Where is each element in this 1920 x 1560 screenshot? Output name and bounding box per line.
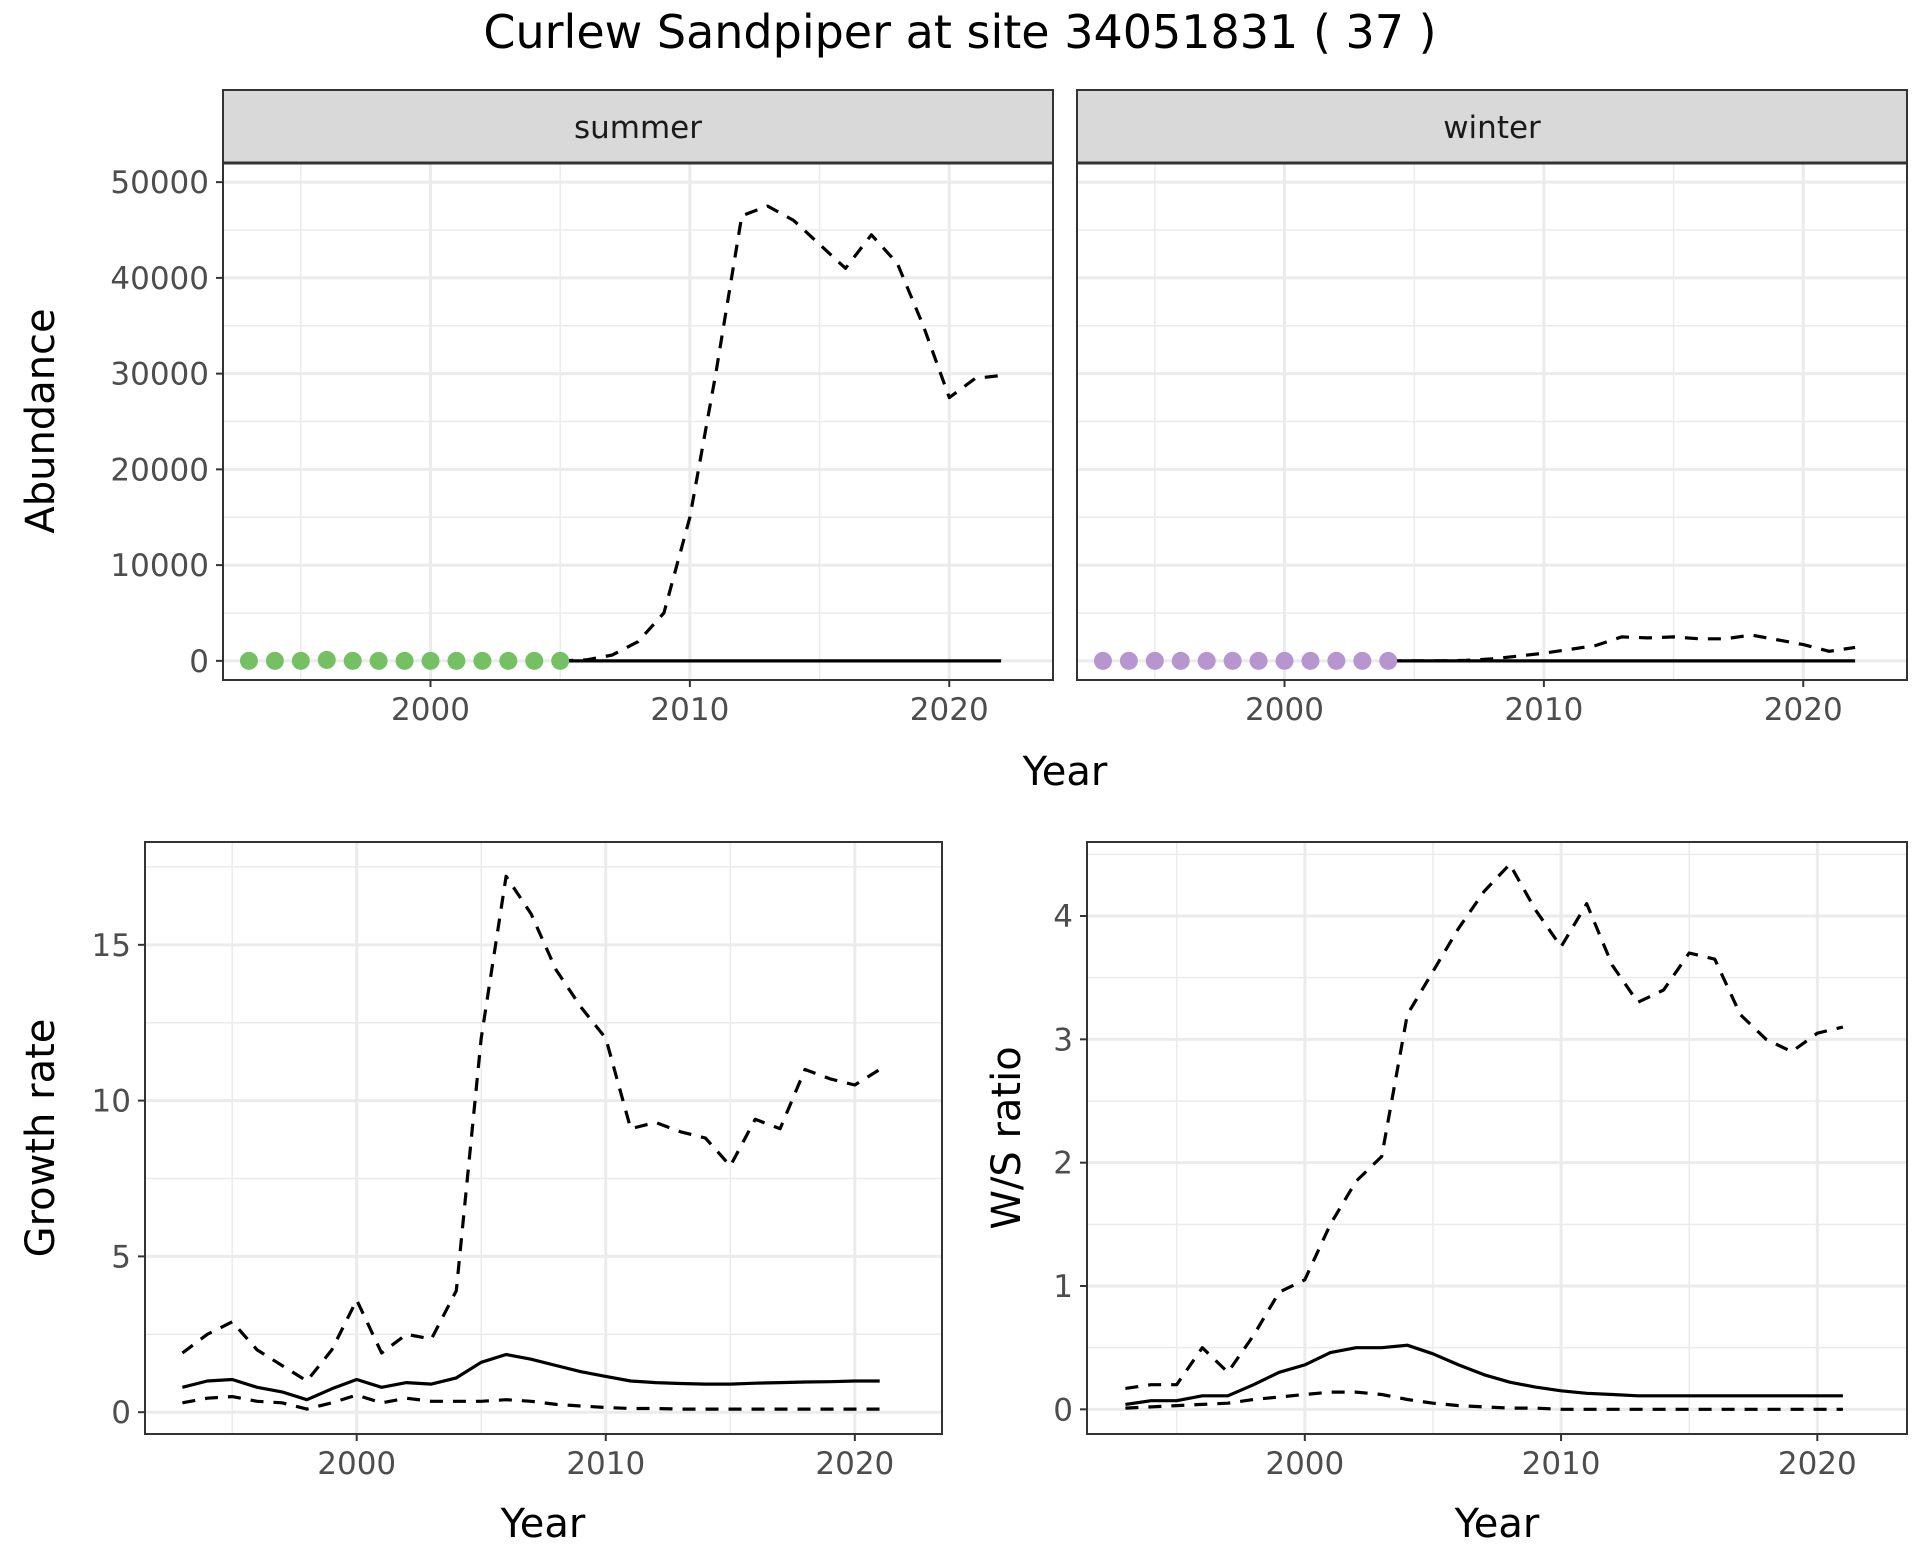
x-tick-label: 2010 — [1504, 692, 1583, 728]
data-point — [1327, 651, 1346, 670]
y-tick-label: 3 — [1053, 1022, 1073, 1058]
facet-summer: summer 2000 2010 2020 0 10000 20000 30000 40000 5… — [110, 89, 1054, 728]
data-point — [1223, 651, 1242, 670]
solid-series-line — [182, 1352, 880, 1402]
x-tick-label: 2000 — [1245, 692, 1324, 728]
facet-strip-label: summer — [574, 110, 702, 146]
x-tick-label: 2010 — [1522, 1446, 1601, 1482]
dashed-series-line — [560, 204, 1002, 663]
x-axis-label: Year — [1022, 749, 1108, 795]
data-point — [499, 651, 518, 670]
x-axis-label: Year — [500, 1501, 586, 1547]
y-axis-label: Abundance — [18, 308, 64, 533]
dashed-series-line — [181, 874, 881, 1383]
y-tick-label: 15 — [92, 928, 131, 964]
figure-title: Curlew Sandpiper at site 34051831 ( 37 ) — [483, 5, 1436, 59]
data-point — [1171, 651, 1190, 670]
x-tick-label: 2020 — [1778, 1446, 1857, 1482]
x-tick-label: 2020 — [815, 1446, 894, 1482]
y-tick-label: 0 — [111, 1395, 131, 1431]
data-point — [421, 651, 440, 670]
data-point — [317, 650, 336, 669]
data-point — [1301, 651, 1320, 670]
dashed-series-line — [1125, 1390, 1843, 1411]
x-tick-label: 2020 — [910, 692, 989, 728]
x-tick-label: 2000 — [1265, 1446, 1344, 1482]
y-tick-label: 5 — [111, 1239, 131, 1275]
y-tick-label: 50000 — [110, 165, 209, 201]
y-axis-label: Growth rate — [18, 1019, 64, 1258]
y-tick-label: 10000 — [110, 548, 209, 584]
data-point — [1093, 651, 1112, 670]
dashed-series-line — [1125, 862, 1844, 1390]
y-tick-label: 30000 — [110, 357, 209, 393]
abundance-panel: summer 2000 2010 2020 0 10000 20000 30000 40000 5… — [18, 89, 1908, 795]
growth-rate-panel: 2000 2010 2020 0 5 10 15 Year Growth rate — [18, 841, 943, 1547]
y-axis-label: W/S ratio — [984, 1046, 1030, 1229]
data-point — [1379, 651, 1398, 670]
data-point — [1197, 651, 1216, 670]
panel-border — [144, 841, 943, 1435]
data-point — [1249, 651, 1268, 670]
facet-strip-label: winter — [1443, 110, 1541, 146]
data-point — [447, 651, 466, 670]
y-tick-label: 10 — [92, 1084, 131, 1120]
data-point — [551, 651, 570, 670]
dashed-series-line — [182, 1393, 880, 1411]
y-tick-label: 0 — [1053, 1392, 1073, 1428]
x-tick-label: 2020 — [1764, 692, 1843, 728]
data-point — [1353, 651, 1372, 670]
y-tick-label: 0 — [189, 644, 209, 680]
y-tick-label: 20000 — [110, 452, 209, 488]
ws-ratio-panel: 2000 2010 2020 0 1 2 3 4 Year W/S ratio — [984, 841, 1908, 1547]
data-point — [343, 651, 362, 670]
data-point — [1275, 651, 1294, 670]
data-point — [525, 651, 544, 670]
data-point — [369, 651, 388, 670]
facet-winter: winter 2000 2010 2020 — [1076, 89, 1908, 728]
data-point — [473, 651, 492, 670]
solid-series-line — [1125, 1343, 1843, 1406]
x-axis-label: Year — [1454, 1501, 1540, 1547]
y-tick-label: 1 — [1053, 1269, 1073, 1305]
y-tick-label: 2 — [1053, 1146, 1073, 1182]
x-tick-label: 2010 — [566, 1446, 645, 1482]
data-point — [239, 651, 258, 670]
data-point — [1145, 651, 1164, 670]
data-point — [291, 651, 310, 670]
x-tick-label: 2000 — [317, 1446, 396, 1482]
plot-background — [1087, 842, 1907, 1434]
y-tick-label: 4 — [1053, 899, 1073, 935]
panel-border — [1086, 841, 1908, 1435]
x-tick-label: 2000 — [391, 692, 470, 728]
data-point — [265, 651, 284, 670]
y-tick-label: 40000 — [110, 261, 209, 297]
plot-background — [145, 842, 942, 1434]
data-point — [1119, 651, 1138, 670]
x-tick-label: 2010 — [650, 692, 729, 728]
data-point — [395, 651, 414, 670]
facet-strip — [222, 89, 1054, 164]
